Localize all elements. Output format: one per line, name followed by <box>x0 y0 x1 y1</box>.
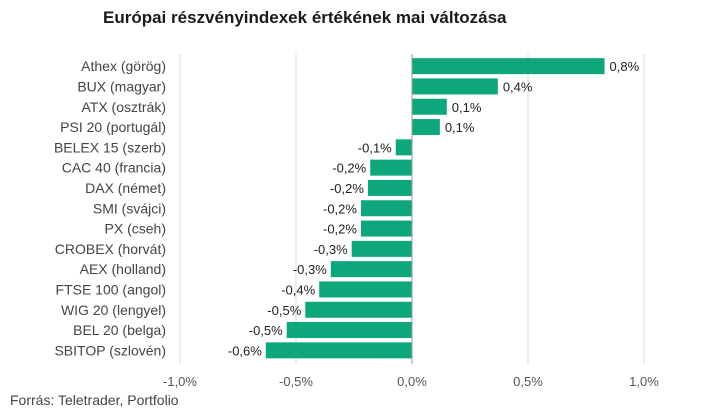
data-label: -0,2% <box>332 161 366 176</box>
data-label: 0,1% <box>452 100 482 115</box>
data-label: 0,1% <box>445 120 475 135</box>
bar <box>367 179 412 196</box>
category-label: SMI (svájci) <box>93 200 166 216</box>
x-tick-label: -0,5% <box>279 374 313 389</box>
data-label: -0,2% <box>330 181 364 196</box>
data-labels: 0,8% 0,4% 0,1% 0,1% -0,1% -0,2% -0,2% -0,2% -0,2… <box>228 59 640 358</box>
bar <box>412 98 447 115</box>
data-label: 0,8% <box>610 59 640 74</box>
data-label: -0,5% <box>267 303 301 318</box>
bar <box>305 301 412 318</box>
category-label: CROBEX (horvát) <box>55 241 166 257</box>
bar <box>370 159 412 176</box>
chart-title: Európai részvényindexek értékének mai vá… <box>103 8 507 27</box>
data-label: -0,3% <box>293 262 327 277</box>
category-label: BUX (magyar) <box>77 78 166 94</box>
bar <box>265 342 412 359</box>
data-label: -0,4% <box>281 282 315 297</box>
bar <box>395 139 412 156</box>
data-label: -0,1% <box>358 140 392 155</box>
bar-series <box>265 58 605 359</box>
category-label: BEL 20 (belga) <box>73 322 166 338</box>
bar <box>412 78 498 95</box>
category-label: PX (cseh) <box>105 221 166 237</box>
category-label: BELEX 15 (szerb) <box>54 139 166 155</box>
category-label: AEX (holland) <box>80 261 166 277</box>
data-label: 0,4% <box>503 79 533 94</box>
bar <box>412 119 440 136</box>
x-tick-label: 1,0% <box>629 374 659 389</box>
bar <box>330 261 412 278</box>
category-label: CAC 40 (francia) <box>62 160 166 176</box>
data-label: -0,5% <box>249 323 283 338</box>
bar <box>412 58 605 75</box>
category-label: PSI 20 (portugál) <box>60 119 166 135</box>
category-label: WIG 20 (lengyel) <box>61 302 166 318</box>
category-label: Athex (görög) <box>81 58 166 74</box>
category-label: FTSE 100 (angol) <box>56 281 167 297</box>
category-label: DAX (német) <box>85 180 166 196</box>
bar <box>360 200 412 217</box>
data-label: -0,6% <box>228 343 262 358</box>
category-label: SBITOP (szlovén) <box>54 342 166 358</box>
bar <box>286 322 412 339</box>
data-label: -0,3% <box>314 242 348 257</box>
grid-lines <box>179 54 645 364</box>
x-tick-labels: -1,0% -0,5% 0,0% 0,5% 1,0% <box>163 374 659 389</box>
category-labels: Athex (görög) BUX (magyar) ATX (osztrák) PS… <box>54 58 166 358</box>
x-tick-label: -1,0% <box>163 374 197 389</box>
category-label: ATX (osztrák) <box>81 99 166 115</box>
data-label: -0,2% <box>323 222 357 237</box>
bar <box>351 240 412 257</box>
x-tick-label: 0,0% <box>397 374 427 389</box>
bar <box>319 281 412 298</box>
bar <box>360 220 412 237</box>
data-label: -0,2% <box>323 201 357 216</box>
x-tick-label: 0,5% <box>513 374 543 389</box>
chart-source: Forrás: Teletrader, Portfolio <box>10 392 179 408</box>
